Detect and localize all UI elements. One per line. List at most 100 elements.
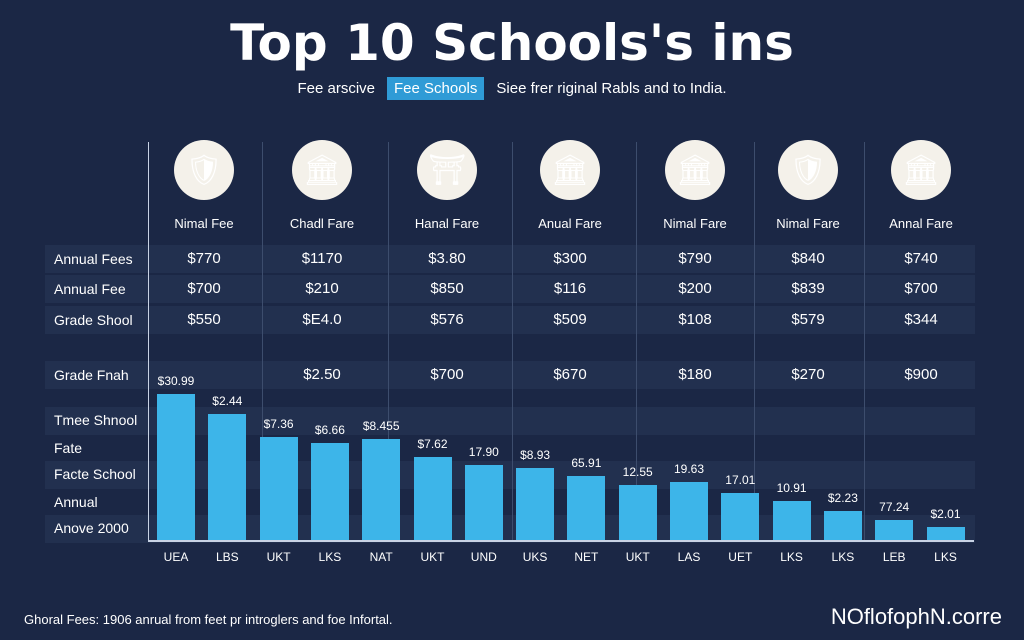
table-cell: $300	[553, 250, 587, 267]
row-label: Annual Fee	[54, 281, 126, 297]
x-tick-label: NAT	[369, 550, 393, 564]
table-cell: $509	[553, 311, 587, 328]
row-band	[45, 461, 975, 489]
column-divider	[388, 142, 389, 542]
table-cell: $840	[791, 250, 825, 267]
table-cell: $1170	[301, 250, 343, 267]
x-tick-label: LKS	[934, 550, 957, 564]
bar-data-label: 19.63	[673, 461, 705, 476]
bar-data-label: $30.99	[157, 373, 195, 388]
bar	[567, 475, 606, 540]
table-cell: $790	[678, 250, 712, 267]
table-cell: $850	[430, 280, 464, 297]
bar-data-label: 10.91	[776, 480, 807, 495]
table-cell: $700	[904, 280, 938, 297]
row-band	[45, 361, 975, 389]
table-cell: $740	[904, 250, 938, 267]
bar	[618, 484, 657, 540]
table-cell: $770	[187, 250, 221, 267]
table-cell: $576	[430, 311, 464, 328]
bar	[670, 481, 708, 540]
row-label: Grade Fnah	[54, 367, 129, 383]
row-band	[45, 306, 975, 334]
table-cell: $700	[430, 366, 464, 383]
column-header: Nimal Fee	[174, 216, 234, 231]
table-cell: $180	[678, 366, 712, 383]
bar-data-label: $2.44	[212, 393, 243, 408]
table-cell: $2.50	[303, 366, 341, 383]
table-cell: $210	[305, 280, 339, 297]
table-cell: $344	[904, 311, 938, 328]
subtitle-post: Siee frer riginal Rabls and to India.	[496, 80, 727, 97]
x-tick-label: UKT	[266, 550, 291, 564]
bar	[823, 511, 862, 540]
bar	[464, 465, 503, 540]
row-label: Tmee Shnool	[54, 412, 138, 428]
x-tick-label: UEA	[163, 550, 189, 564]
column-divider	[864, 142, 865, 542]
bar-data-label: 17.90	[468, 445, 499, 459]
bar-data-label: $8.93	[520, 447, 551, 462]
table-cell: $3.80	[428, 250, 466, 267]
subtitle: Fee arscive Fee Schools Siee frer riginal …	[0, 77, 1024, 100]
bar-data-label: 17.01	[725, 472, 756, 487]
x-axis-line	[148, 540, 974, 542]
x-tick-label: LKS	[780, 550, 803, 564]
table-cell: $550	[187, 311, 221, 328]
x-tick-label: LBS	[215, 550, 239, 564]
row-band	[45, 275, 975, 303]
school-gate-icon: ⛩	[417, 140, 477, 200]
x-tick-label: LEB	[882, 550, 906, 564]
bar	[259, 437, 298, 540]
bar	[157, 393, 195, 540]
x-tick-label: LKS	[318, 550, 342, 564]
bar	[362, 439, 401, 540]
bar	[721, 492, 760, 540]
row-label: Grade Shool	[54, 312, 133, 328]
column-header: Chadl Fare	[289, 216, 355, 231]
row-label: Fate	[54, 440, 83, 456]
table-cell: $900	[904, 366, 938, 383]
bar-data-label: $7.36	[263, 417, 294, 432]
bar-data-label: $2.01	[930, 507, 961, 522]
table-cell: $200	[678, 280, 712, 297]
y-axis-line	[148, 142, 149, 542]
column-divider	[262, 142, 263, 542]
school-building-icon: 🏛	[665, 140, 725, 200]
x-tick-label: NET	[574, 550, 599, 564]
subtitle-pre: Fee arscive	[297, 80, 375, 97]
x-tick-label: LKS	[831, 550, 855, 564]
bar	[413, 457, 452, 540]
bar	[875, 520, 914, 540]
column-header: Hanal Fare	[414, 216, 480, 231]
school-crest-icon: 🛡	[174, 140, 234, 200]
bar-data-label: $8.455	[362, 419, 400, 434]
row-label: Facte School	[54, 466, 136, 482]
school-building-icon: 🏛	[540, 140, 600, 200]
school-crest-icon: 🛡	[778, 140, 838, 200]
table-cell: $839	[791, 280, 825, 297]
table-cell: $700	[187, 280, 221, 297]
column-header: Nimal Fare	[663, 216, 727, 231]
table-cell: $108	[678, 311, 712, 328]
x-tick-label: UKS	[522, 550, 548, 564]
x-tick-label: UND	[470, 550, 497, 564]
table-cell: $116	[553, 280, 587, 297]
subtitle-highlight: Fee Schools	[387, 77, 485, 100]
bar	[926, 527, 965, 540]
brand-logo-text: NOflofophN.corre	[830, 604, 1002, 629]
school-building-icon: 🏛	[891, 140, 951, 200]
footnote: Ghoral Fees: 1906 anrual from feet pr in…	[24, 612, 393, 627]
column-divider	[754, 142, 755, 542]
bar-data-label: 12.55	[622, 464, 653, 479]
row-label: Anove 2000	[54, 520, 129, 536]
bar	[310, 443, 349, 540]
bar-data-label: 65.91	[571, 455, 602, 470]
bar-data-label: $2.23	[827, 491, 858, 506]
row-band	[45, 245, 975, 273]
school-building-icon: 🏛	[292, 140, 352, 200]
column-header: Annal Fare	[889, 216, 953, 231]
x-tick-label: UKT	[420, 550, 445, 564]
column-header: Anual Fare	[538, 216, 602, 231]
row-band	[45, 407, 975, 435]
